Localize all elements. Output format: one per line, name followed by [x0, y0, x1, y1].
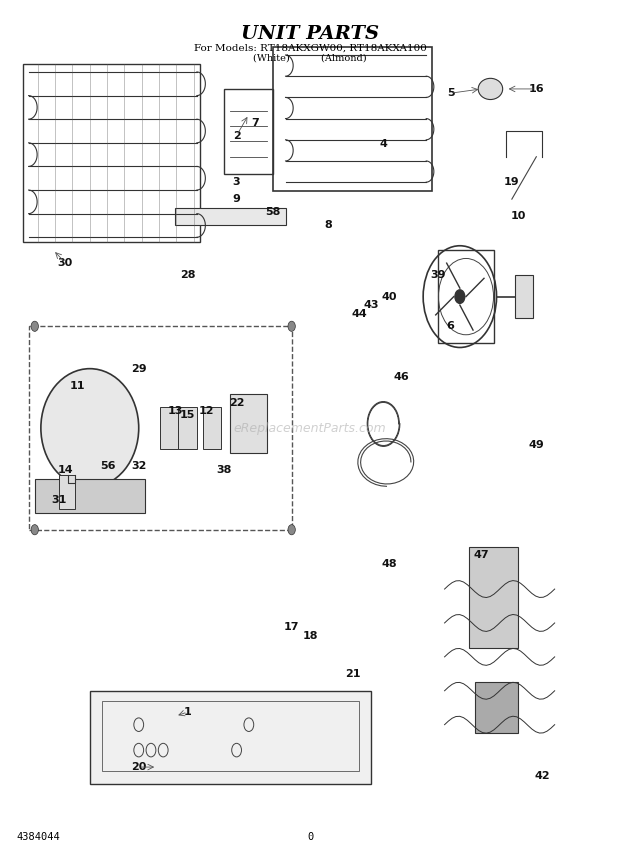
- Text: 9: 9: [232, 194, 241, 204]
- Bar: [231, 394, 267, 454]
- Text: 19: 19: [504, 177, 520, 187]
- Text: 30: 30: [58, 258, 73, 268]
- Bar: [469, 547, 518, 648]
- Text: 49: 49: [528, 440, 544, 450]
- Text: eReplacementParts.com: eReplacementParts.com: [234, 421, 386, 435]
- Text: 56: 56: [100, 461, 116, 471]
- Text: 7: 7: [251, 118, 259, 128]
- Text: 39: 39: [431, 270, 446, 281]
- Ellipse shape: [478, 79, 503, 99]
- Text: 8: 8: [324, 219, 332, 229]
- Text: 12: 12: [198, 406, 214, 416]
- Text: UNIT PARTS: UNIT PARTS: [241, 25, 379, 43]
- Text: 21: 21: [345, 669, 361, 679]
- Text: 17: 17: [284, 622, 299, 633]
- Text: 46: 46: [394, 372, 410, 382]
- Bar: [515, 276, 533, 318]
- Text: 2: 2: [232, 131, 241, 140]
- Text: 42: 42: [534, 770, 550, 781]
- Text: 40: 40: [382, 292, 397, 301]
- Polygon shape: [175, 208, 286, 224]
- Bar: [60, 474, 74, 508]
- Ellipse shape: [41, 369, 139, 487]
- Text: 43: 43: [363, 300, 379, 310]
- Text: 4: 4: [379, 139, 388, 149]
- Bar: [35, 479, 145, 513]
- Bar: [203, 407, 221, 449]
- Text: 29: 29: [131, 364, 146, 374]
- Circle shape: [31, 525, 38, 535]
- Text: For Models: RT18AKXGW00, RT18AKXA100: For Models: RT18AKXGW00, RT18AKXA100: [193, 44, 427, 53]
- Text: 5: 5: [447, 88, 454, 98]
- Text: 11: 11: [70, 381, 86, 390]
- Text: 31: 31: [51, 495, 67, 505]
- Text: 58: 58: [265, 207, 281, 217]
- Text: 4384044: 4384044: [16, 831, 60, 841]
- Text: 47: 47: [474, 550, 489, 560]
- Text: (White)          (Almond): (White) (Almond): [253, 54, 367, 63]
- Text: 28: 28: [180, 270, 195, 281]
- Text: 22: 22: [229, 397, 244, 407]
- Text: 3: 3: [232, 177, 241, 187]
- Text: 44: 44: [351, 308, 367, 318]
- Text: 13: 13: [168, 406, 183, 416]
- Text: 0: 0: [307, 831, 313, 841]
- Text: 38: 38: [216, 466, 232, 475]
- Text: 1: 1: [184, 707, 192, 717]
- Circle shape: [288, 525, 295, 535]
- Text: 16: 16: [528, 84, 544, 94]
- Text: 14: 14: [58, 466, 73, 475]
- Text: 48: 48: [382, 559, 397, 568]
- Bar: [160, 407, 179, 449]
- Circle shape: [31, 321, 38, 331]
- Text: 10: 10: [510, 211, 526, 221]
- Polygon shape: [90, 691, 371, 784]
- Text: 32: 32: [131, 461, 146, 471]
- Text: 15: 15: [180, 410, 195, 420]
- Text: 6: 6: [447, 321, 454, 331]
- Circle shape: [455, 290, 465, 303]
- Text: 20: 20: [131, 762, 146, 772]
- Circle shape: [288, 321, 295, 331]
- Bar: [179, 407, 197, 449]
- Bar: [475, 682, 518, 733]
- Text: 18: 18: [303, 631, 318, 640]
